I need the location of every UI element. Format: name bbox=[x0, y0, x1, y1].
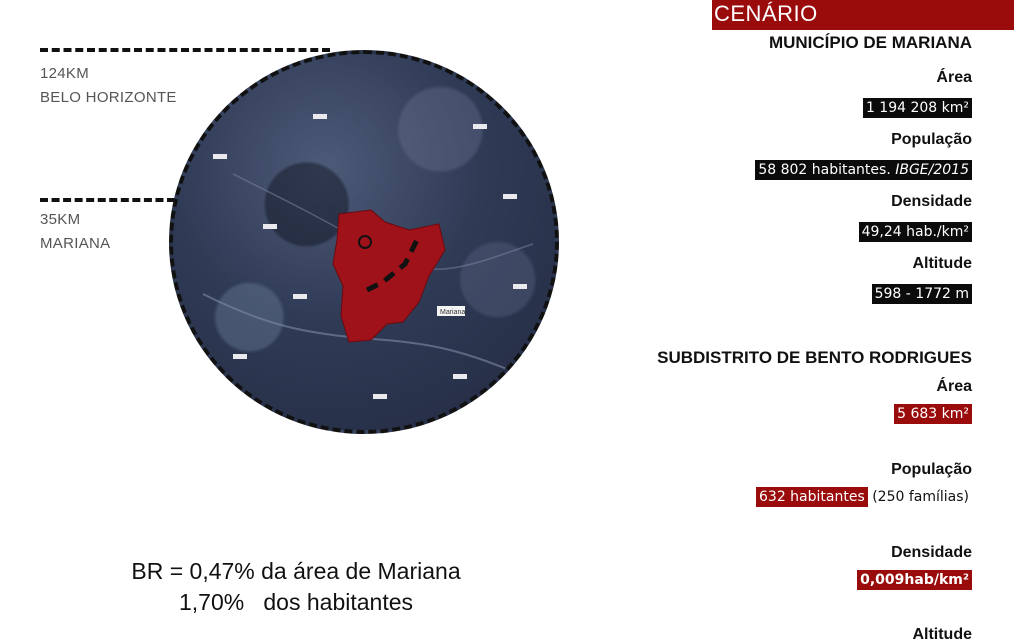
map-tag bbox=[513, 284, 527, 289]
satellite-map: Mariana bbox=[169, 50, 559, 434]
road-line bbox=[202, 293, 544, 385]
bento-rodrigues-marker bbox=[358, 235, 372, 249]
subdistrito-populacao-value: 632 habitantes (250 famílias) bbox=[753, 487, 972, 507]
summary-line-2: 1,70% dos habitantes bbox=[179, 589, 413, 615]
bh-distance: 124KM bbox=[40, 65, 90, 82]
map-tag bbox=[453, 374, 467, 379]
subdistrito-altitude-label: Altitude bbox=[912, 626, 972, 643]
populacao-highlight: 632 habitantes bbox=[756, 487, 868, 507]
bh-name: BELO HORIZONTE bbox=[40, 89, 177, 106]
municipio-area-label: Área bbox=[936, 69, 972, 86]
municipio-densidade-label: Densidade bbox=[891, 193, 972, 210]
municipio-area-value: 1 194 208 km² bbox=[862, 98, 972, 118]
section-banner: CENÁRIO bbox=[712, 0, 1014, 30]
bh-distance-label: 124KM BELO HORIZONTE bbox=[40, 62, 177, 110]
bento-rodrigues-path bbox=[365, 238, 420, 293]
summary-formula: BR = 0,47% da área de Mariana 1,70% dos h… bbox=[96, 556, 496, 618]
municipio-populacao-label: População bbox=[891, 131, 972, 148]
municipio-densidade-value: 49,24 hab./km² bbox=[858, 222, 972, 242]
subdistrito-title: SUBDISTRITO DE BENTO RODRIGUES bbox=[657, 348, 972, 367]
subdistrito-populacao-label: População bbox=[891, 461, 972, 478]
subdistrito-densidade-label: Densidade bbox=[891, 544, 972, 561]
mariana-distance: 35KM bbox=[40, 211, 81, 228]
map-tag bbox=[313, 114, 327, 119]
mariana-name: MARIANA bbox=[40, 235, 111, 252]
subdistrito-area-label: Área bbox=[936, 378, 972, 395]
mariana-distance-line bbox=[40, 198, 175, 202]
map-tag bbox=[233, 354, 247, 359]
populacao-number: 58 802 habitantes. bbox=[758, 162, 891, 178]
bh-distance-line bbox=[40, 48, 330, 52]
section-title: CENÁRIO bbox=[714, 1, 818, 26]
municipio-altitude-value: 598 - 1772 m bbox=[871, 284, 972, 304]
subdistrito-densidade-value: 0,009hab/km² bbox=[857, 570, 972, 590]
map-tag bbox=[373, 394, 387, 399]
municipio-altitude-label: Altitude bbox=[912, 255, 972, 272]
map-place-label: Mariana bbox=[440, 309, 465, 316]
map-overlay: Mariana bbox=[202, 173, 544, 385]
map-tag bbox=[293, 294, 307, 299]
summary-line-1: BR = 0,47% da área de Mariana bbox=[131, 558, 461, 584]
municipio-title: MUNICÍPIO DE MARIANA bbox=[768, 33, 972, 52]
map-tag bbox=[213, 154, 227, 159]
municipio-populacao-value: 58 802 habitantes. IBGE/2015 bbox=[755, 160, 972, 180]
mariana-distance-label: 35KM MARIANA bbox=[40, 208, 110, 256]
map-tag bbox=[503, 194, 517, 199]
map-place-label-box bbox=[437, 306, 465, 316]
map-tag bbox=[263, 224, 277, 229]
subdistrito-area-value: 5 683 km² bbox=[894, 404, 972, 424]
populacao-extra: (250 famílias) bbox=[872, 489, 969, 505]
populacao-source: IBGE/2015 bbox=[895, 162, 969, 178]
map-tag bbox=[473, 124, 487, 129]
